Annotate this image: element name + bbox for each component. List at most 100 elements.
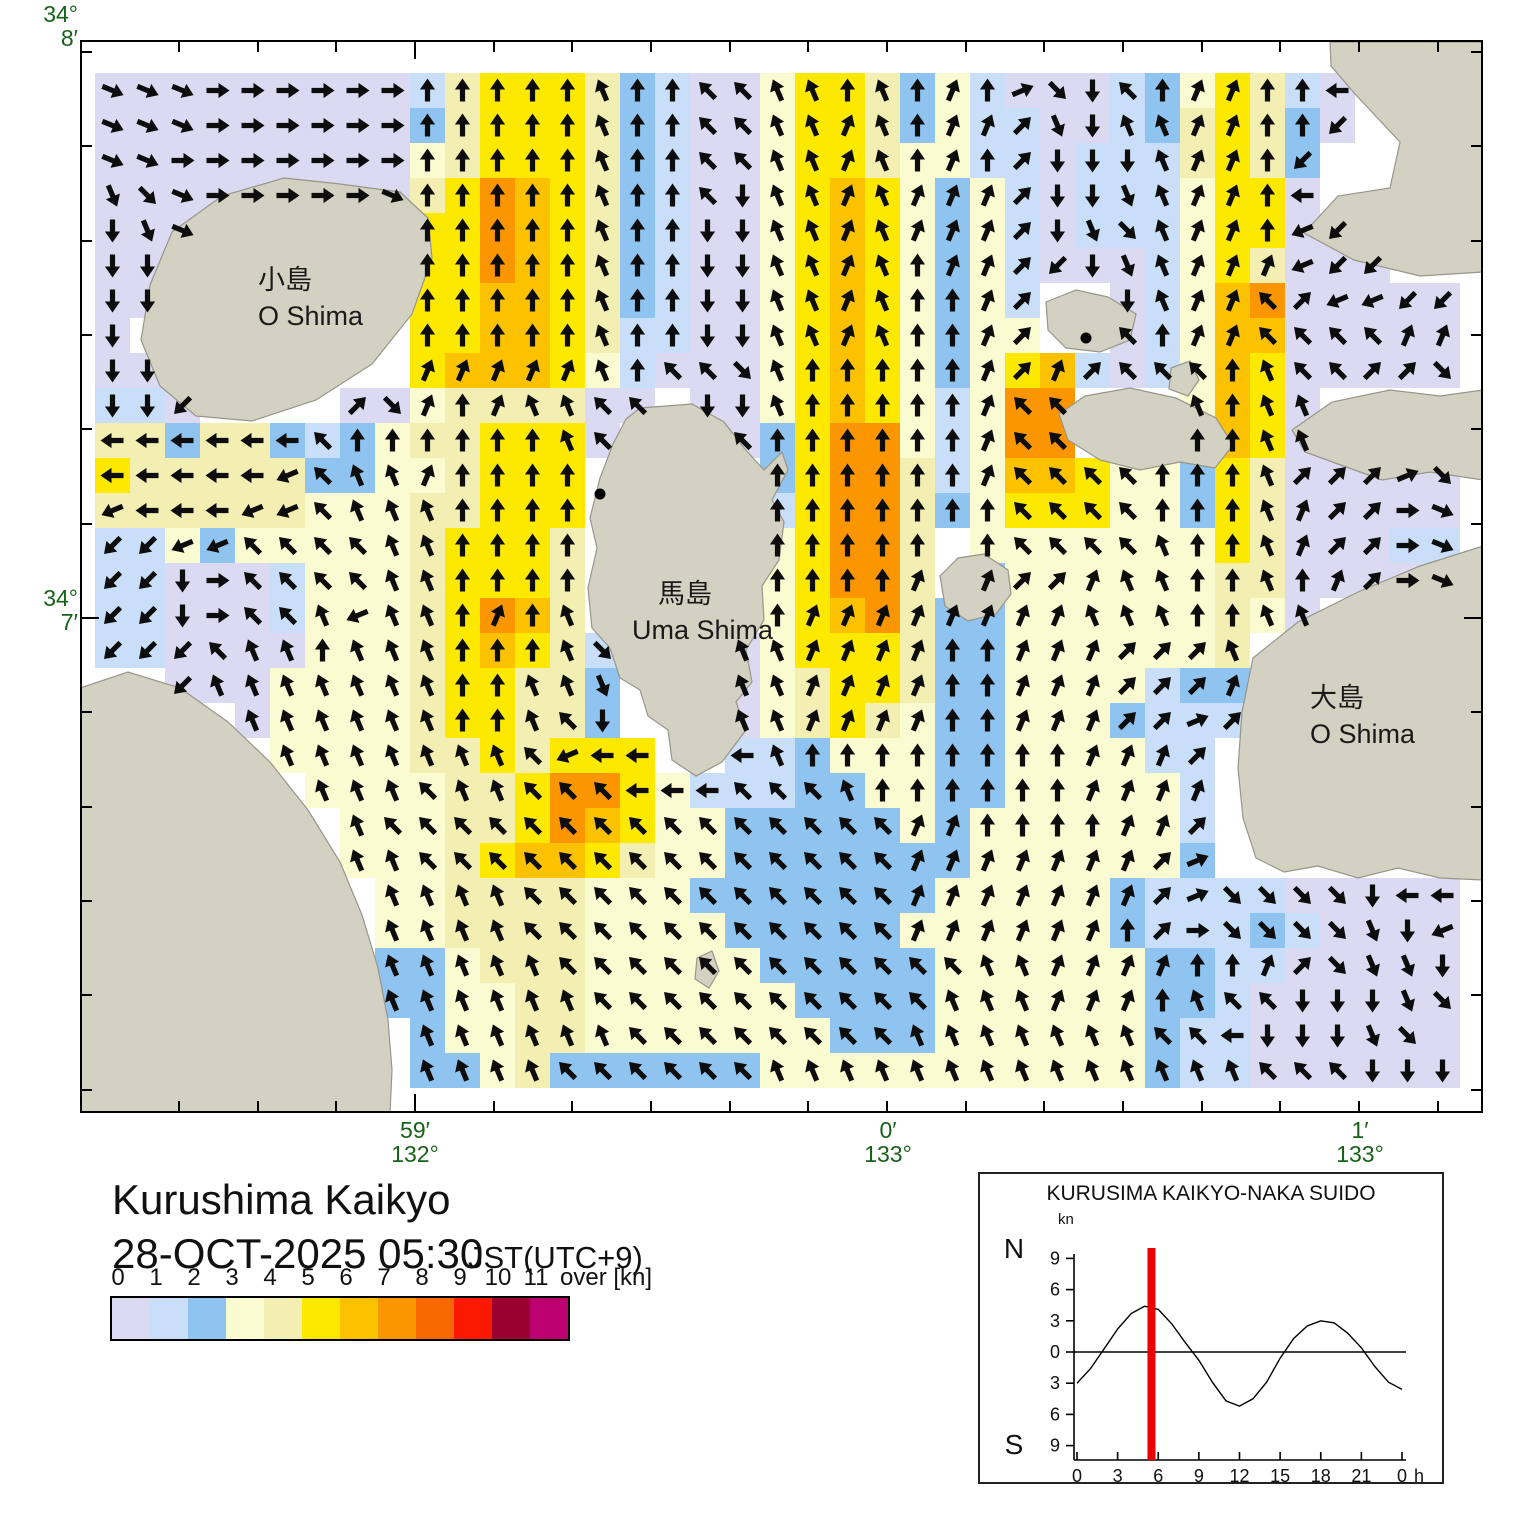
current-arrow bbox=[1117, 712, 1136, 731]
current-arrow bbox=[420, 359, 435, 382]
current-arrow bbox=[595, 149, 610, 172]
current-arrow bbox=[839, 887, 858, 906]
current-arrow bbox=[1361, 293, 1384, 308]
current-arrow bbox=[1294, 989, 1311, 1013]
current-arrow bbox=[384, 817, 403, 836]
island-label: 小島 O Shima bbox=[258, 262, 363, 334]
inset-y-tick: 3 bbox=[1050, 1373, 1060, 1393]
current-arrow bbox=[594, 782, 613, 801]
current-arrow bbox=[205, 432, 229, 449]
current-arrow bbox=[1050, 989, 1065, 1012]
current-arrow bbox=[1365, 1024, 1380, 1047]
current-arrow bbox=[1015, 954, 1030, 977]
current-arrow bbox=[524, 463, 541, 487]
current-arrow bbox=[1189, 1027, 1208, 1046]
current-arrow bbox=[1085, 989, 1100, 1012]
current-arrow bbox=[839, 568, 856, 592]
current-arrow bbox=[1119, 149, 1136, 173]
current-arrow bbox=[1047, 572, 1066, 591]
current-arrow bbox=[206, 607, 230, 624]
current-arrow bbox=[490, 779, 505, 802]
current-arrow bbox=[311, 152, 335, 169]
current-arrow bbox=[875, 1059, 890, 1082]
current-arrow bbox=[1152, 712, 1171, 731]
legend-color-segment bbox=[492, 1298, 530, 1339]
current-arrow bbox=[805, 604, 820, 627]
current-arrow bbox=[629, 148, 646, 172]
current-arrow bbox=[560, 394, 575, 417]
current-arrow bbox=[1085, 954, 1100, 977]
current-arrow bbox=[455, 744, 470, 767]
current-arrow bbox=[524, 148, 541, 172]
current-arrow bbox=[454, 323, 471, 347]
current-arrow bbox=[171, 223, 194, 238]
legend-tick: 5 bbox=[301, 1264, 315, 1291]
legend-color-segment bbox=[226, 1298, 264, 1339]
current-arrow bbox=[770, 79, 785, 102]
current-arrow bbox=[875, 324, 890, 347]
current-arrow bbox=[664, 992, 683, 1011]
current-arrow bbox=[559, 568, 576, 592]
current-arrow bbox=[979, 638, 996, 662]
current-arrow bbox=[1049, 219, 1066, 243]
current-arrow bbox=[454, 673, 471, 697]
current-arrow bbox=[210, 674, 225, 697]
legend-color-segment bbox=[378, 1298, 416, 1339]
current-arrow bbox=[909, 428, 926, 452]
current-arrow bbox=[420, 464, 435, 487]
current-arrow bbox=[839, 992, 858, 1011]
current-arrow bbox=[101, 118, 124, 133]
current-arrow bbox=[1012, 327, 1031, 346]
current-arrow bbox=[419, 218, 436, 242]
current-arrow bbox=[980, 114, 995, 137]
current-arrow bbox=[350, 779, 365, 802]
current-arrow bbox=[1154, 988, 1171, 1012]
lat-corner-minute: 8′ bbox=[60, 25, 78, 51]
current-arrow bbox=[385, 604, 400, 627]
current-arrow bbox=[1259, 218, 1276, 242]
current-arrow bbox=[454, 533, 471, 557]
current-arrow bbox=[1190, 184, 1205, 207]
current-arrow bbox=[1120, 254, 1135, 277]
current-arrow bbox=[874, 743, 891, 767]
land-polygon bbox=[1291, 389, 1483, 481]
current-arrow bbox=[454, 288, 471, 312]
current-arrow bbox=[420, 534, 435, 557]
legend-color-segment bbox=[416, 1298, 454, 1339]
current-arrow bbox=[909, 743, 926, 767]
current-arrow bbox=[595, 1024, 610, 1047]
current-arrow bbox=[489, 638, 506, 662]
current-arrow bbox=[980, 849, 995, 872]
current-arrow bbox=[311, 187, 335, 204]
current-arrow bbox=[455, 989, 470, 1012]
current-arrow bbox=[420, 919, 435, 942]
current-arrow bbox=[1120, 569, 1135, 592]
current-arrow bbox=[244, 607, 263, 626]
current-arrow bbox=[350, 814, 365, 837]
current-arrow bbox=[590, 747, 614, 764]
current-arrow bbox=[910, 849, 925, 872]
current-arrow bbox=[629, 1027, 648, 1046]
current-arrow bbox=[699, 117, 718, 136]
current-arrow bbox=[101, 503, 124, 518]
current-arrow bbox=[1015, 919, 1030, 942]
legend-color-segment bbox=[150, 1298, 188, 1339]
current-arrow bbox=[419, 253, 436, 277]
current-arrow bbox=[839, 358, 856, 382]
current-arrow bbox=[595, 674, 610, 697]
current-arrow bbox=[944, 358, 961, 382]
current-arrow bbox=[104, 394, 121, 418]
current-arrow bbox=[139, 289, 156, 313]
island-name-jp: 馬島 bbox=[658, 579, 712, 609]
current-arrow bbox=[559, 183, 576, 207]
current-arrow bbox=[1362, 502, 1381, 521]
inset-tide-chart: KURUSIMA KAIKYO-NAKA SUIDO 9 6 3 0 3 6 9 0 3 6 9 12… bbox=[978, 1172, 1444, 1484]
current-arrow bbox=[1364, 989, 1381, 1013]
current-arrow bbox=[1294, 1062, 1313, 1081]
current-arrow bbox=[735, 639, 750, 662]
legend-color-segment bbox=[188, 1298, 226, 1339]
current-arrow bbox=[1015, 639, 1030, 662]
current-arrow bbox=[1154, 1027, 1173, 1046]
current-arrow bbox=[206, 152, 230, 169]
current-arrow bbox=[875, 219, 890, 242]
